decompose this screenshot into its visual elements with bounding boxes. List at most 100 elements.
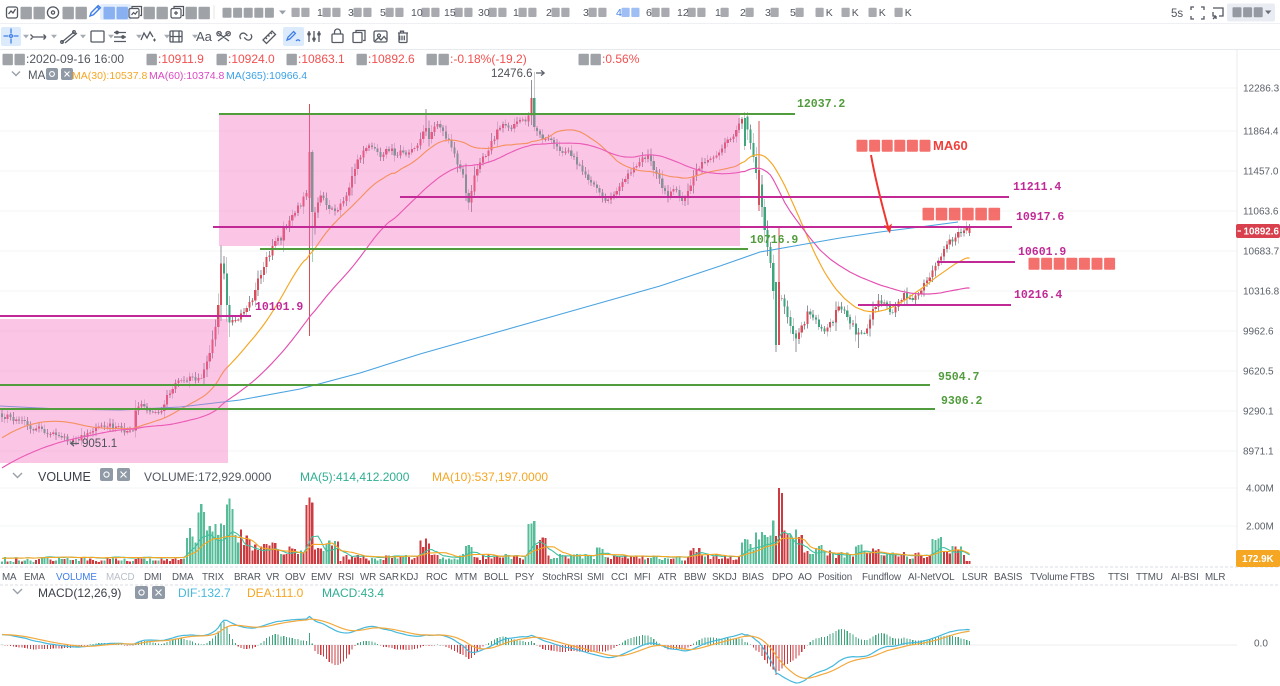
svg-text::10911.9: :10911.9 [158,52,204,66]
svg-text:172.9K: 172.9K [1242,554,1274,565]
svg-text::10924.0: :10924.0 [228,52,275,66]
svg-text:1: 1 [715,7,721,19]
svg-text:K: K [905,7,912,19]
svg-text:MACD: MACD [106,572,134,583]
svg-text:MA60: MA60 [933,138,968,153]
svg-text:TVolume: TVolume [1030,572,1069,583]
svg-text::10892.6: :10892.6 [368,52,415,66]
svg-text:10316.8: 10316.8 [1243,287,1280,298]
svg-text:3: 3 [348,7,354,19]
svg-text:12476.6: 12476.6 [491,68,533,80]
svg-text:MACD:43.4: MACD:43.4 [322,586,384,600]
svg-text:DMA: DMA [172,572,194,583]
svg-text:MA: MA [28,70,46,82]
svg-text:5s: 5s [1171,8,1183,20]
svg-text:MA(60):10374.8: MA(60):10374.8 [149,70,224,82]
svg-text:11211.4: 11211.4 [1013,181,1061,194]
svg-text:9962.6: 9962.6 [1243,327,1274,338]
svg-text:WR: WR [360,572,376,583]
svg-text:12037.2: 12037.2 [797,98,845,111]
svg-text:2: 2 [546,7,552,19]
svg-text:10716.9: 10716.9 [750,234,798,247]
svg-text:10: 10 [411,7,423,19]
svg-text:MA(30):10537.8: MA(30):10537.8 [72,70,147,82]
svg-text:10683.7: 10683.7 [1243,247,1280,258]
svg-text:12286.3: 12286.3 [1243,84,1280,95]
svg-text:2: 2 [740,7,746,19]
svg-text:MA(5):414,412.2000: MA(5):414,412.2000 [300,470,410,484]
svg-text:9051.1: 9051.1 [82,438,117,450]
svg-text:SKDJ: SKDJ [712,572,737,583]
svg-text::0.56%: :0.56% [602,52,640,66]
svg-text:BASIS: BASIS [994,572,1023,583]
svg-text:PSY: PSY [515,572,535,583]
svg-text:OBV: OBV [285,572,306,583]
svg-text:10892.6: 10892.6 [1244,227,1280,238]
svg-text:CCI: CCI [611,572,628,583]
svg-text:TTMU: TTMU [1136,572,1163,583]
svg-text:DPO: DPO [772,572,793,583]
svg-text:2.00M: 2.00M [1246,522,1274,533]
svg-text:1: 1 [513,7,519,19]
svg-text:MA(10):537,197.0000: MA(10):537,197.0000 [432,470,548,484]
svg-text:3: 3 [583,7,589,19]
svg-text:10101.9: 10101.9 [255,301,303,314]
svg-text:AI-NetVOL: AI-NetVOL [908,572,955,583]
svg-text:MLR: MLR [1205,572,1225,583]
svg-text:K: K [879,7,886,19]
svg-text:EMV: EMV [311,572,332,583]
svg-text:BRAR: BRAR [234,572,261,583]
svg-text:Aa: Aa [196,29,213,44]
svg-text:DEA:111.0: DEA:111.0 [247,586,304,600]
svg-text:11864.4: 11864.4 [1243,127,1279,138]
svg-text:KDJ: KDJ [400,572,418,583]
svg-text:DMI: DMI [144,572,162,583]
svg-text:3: 3 [765,7,771,19]
svg-text:VOLUME: VOLUME [38,470,91,484]
svg-text:MACD(12,26,9): MACD(12,26,9) [38,586,121,600]
svg-text::2020-09-16 16:00: :2020-09-16 16:00 [26,52,124,66]
svg-text:SMI: SMI [587,572,604,583]
svg-text:BBW: BBW [684,572,707,583]
svg-text:SAR: SAR [379,572,399,583]
svg-text:VOLUME:172,929.0000: VOLUME:172,929.0000 [144,470,272,484]
svg-text:5: 5 [380,7,386,19]
svg-text:K: K [852,7,859,19]
svg-text:AO: AO [798,572,812,583]
svg-text::10863.1: :10863.1 [298,52,345,66]
svg-text:4.00M: 4.00M [1246,484,1274,495]
svg-text:MA: MA [2,572,17,583]
svg-text:MTM: MTM [455,572,477,583]
svg-text:BIAS: BIAS [742,572,764,583]
svg-text:VOLUME: VOLUME [56,572,97,583]
svg-text:6: 6 [646,7,652,19]
svg-text:15: 15 [444,7,456,19]
svg-text:BOLL: BOLL [484,572,509,583]
svg-text:0.0: 0.0 [1254,639,1268,650]
svg-text:Fundflow: Fundflow [862,572,902,583]
svg-text:11063.6: 11063.6 [1243,207,1279,218]
svg-text:MA(365):10966.4: MA(365):10966.4 [226,70,307,82]
svg-text:9620.5: 9620.5 [1243,367,1274,378]
svg-text:TRIX: TRIX [202,572,224,583]
svg-text:DIF:132.7: DIF:132.7 [178,586,231,600]
svg-text:11457.0: 11457.0 [1243,167,1279,178]
svg-text:9290.1: 9290.1 [1243,407,1274,418]
svg-text:StochRSI: StochRSI [542,572,583,583]
svg-text:MFI: MFI [634,572,651,583]
svg-text:12: 12 [677,7,689,19]
svg-text:9504.7: 9504.7 [938,371,980,384]
svg-text:4: 4 [616,7,622,19]
svg-text:10917.6: 10917.6 [1016,211,1064,224]
svg-text:ROC: ROC [426,572,447,583]
svg-text:TTSI: TTSI [1108,572,1129,583]
svg-text:9306.2: 9306.2 [941,395,983,408]
svg-text:LSUR: LSUR [962,572,988,583]
svg-text:RSI: RSI [338,572,354,583]
svg-text:10601.9: 10601.9 [1018,246,1066,259]
svg-text:8971.1: 8971.1 [1243,447,1274,458]
svg-text:ATR: ATR [658,572,677,583]
svg-text:1: 1 [317,7,323,19]
svg-text:AI-BSI: AI-BSI [1171,572,1199,583]
svg-text:K: K [826,7,833,19]
